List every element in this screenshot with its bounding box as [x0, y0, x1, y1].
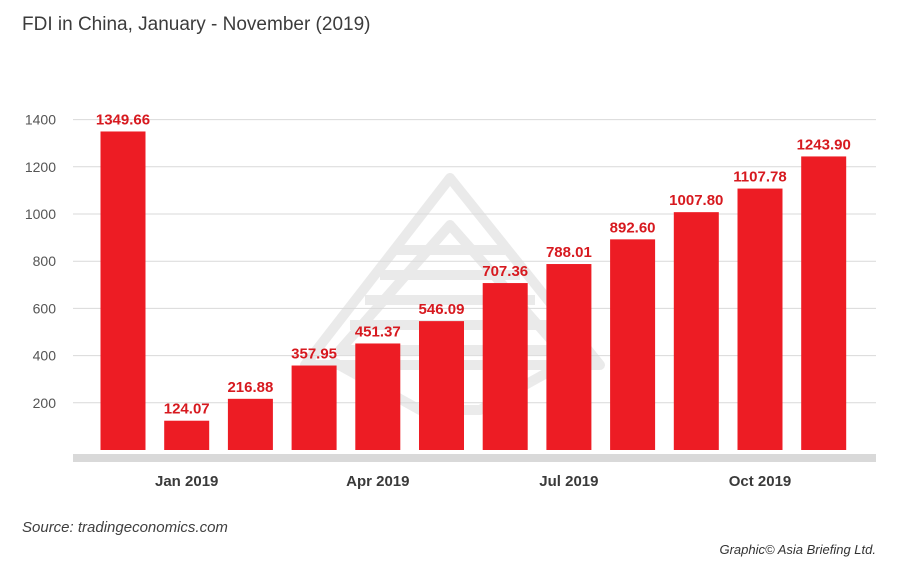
bar: [100, 131, 146, 451]
data-label: 1243.90: [797, 136, 851, 153]
data-label: 451.37: [355, 323, 401, 340]
bar: [610, 239, 656, 450]
data-label: 707.36: [482, 263, 528, 280]
data-label: 1349.66: [96, 111, 150, 128]
x-tick-label: Oct 2019: [729, 473, 792, 490]
bar: [419, 321, 464, 450]
y-tick-label: 1400: [25, 112, 56, 128]
data-label: 357.95: [291, 346, 337, 363]
x-tick-label: Jul 2019: [539, 473, 598, 490]
bar: [546, 264, 592, 450]
x-tick-label: Apr 2019: [346, 473, 409, 490]
data-label: 1107.78: [733, 169, 786, 186]
x-axis-band: [73, 454, 876, 462]
data-label: 216.88: [227, 379, 273, 396]
data-label: 124.07: [164, 401, 210, 418]
bar: [227, 398, 273, 450]
bar: [801, 156, 847, 450]
bar: [291, 365, 337, 450]
y-axis-ticks: 200 400 600 800 1000 1200 1400: [25, 112, 56, 411]
y-tick-label: 600: [33, 300, 57, 316]
graphic-credit: Graphic© Asia Briefing Ltd.: [719, 542, 876, 557]
bar: [737, 188, 783, 451]
data-label: 788.01: [546, 244, 592, 261]
bars: [100, 131, 847, 451]
y-tick-label: 1000: [25, 206, 56, 222]
y-tick-label: 1200: [25, 159, 56, 175]
x-axis-ticks: Jan 2019 Apr 2019 Jul 2019 Oct 2019: [155, 473, 791, 490]
y-tick-label: 200: [33, 395, 57, 411]
y-tick-label: 800: [33, 253, 57, 269]
data-label: 892.60: [610, 219, 656, 236]
data-labels: 1349.66 124.07 216.88 357.95 451.37 546.09 707…: [96, 111, 851, 417]
bar: [482, 283, 528, 450]
source-note: Source: tradingeconomics.com: [22, 519, 228, 536]
x-tick-label: Jan 2019: [155, 473, 218, 490]
bar: [673, 212, 719, 450]
bar: [164, 420, 210, 450]
data-label: 546.09: [419, 301, 465, 318]
bar: [355, 343, 401, 450]
y-tick-label: 400: [33, 348, 57, 364]
chart-title: FDI in China, January - November (2019): [22, 14, 371, 35]
data-label: 1007.80: [669, 192, 723, 209]
